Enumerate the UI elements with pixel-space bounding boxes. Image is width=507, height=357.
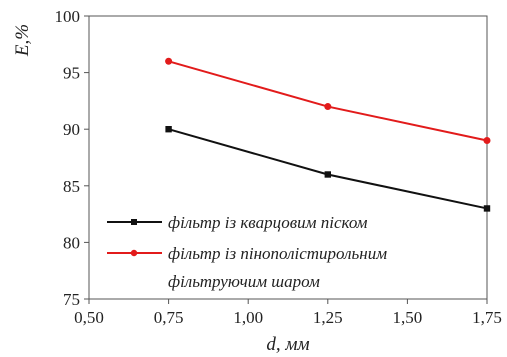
x-tick-label: 0,75 (154, 308, 184, 327)
x-axis-title: d, мм (266, 334, 309, 355)
x-tick-label: 1,75 (472, 308, 502, 327)
data-point (483, 205, 491, 212)
data-point (483, 137, 491, 145)
y-tick-label: 90 (63, 120, 80, 139)
y-tick-label: 80 (63, 233, 80, 252)
legend-label-quartz: фільтр із кварцовим піском (168, 213, 368, 232)
legend-label-foam-line2: фільтруючим шаром (168, 272, 320, 291)
legend-label-foam-line1: фільтр із пінополістирольним (168, 244, 387, 263)
y-tick-label: 100 (55, 7, 81, 26)
y-axis: 75 80 85 90 95 100 (55, 7, 89, 309)
y-axis-title: E,% (12, 24, 33, 57)
data-point (165, 57, 173, 65)
x-tick-label: 0,50 (74, 308, 104, 327)
data-point (165, 126, 172, 133)
x-axis: 0,50 0,75 1,00 1,25 1,50 1,75 (74, 299, 502, 327)
y-tick-label: 75 (63, 290, 80, 309)
data-point (324, 171, 331, 178)
x-tick-label: 1,25 (313, 308, 343, 327)
x-tick-label: 1,50 (393, 308, 423, 327)
legend-marker-quartz (131, 219, 137, 225)
data-point (324, 103, 332, 111)
y-tick-label: 95 (63, 64, 80, 83)
y-tick-label: 85 (63, 177, 80, 196)
x-tick-label: 1,00 (233, 308, 263, 327)
series-layer (165, 57, 491, 212)
legend: фільтр із кварцовим піском фільтр із пін… (107, 213, 387, 291)
plot-area (88, 15, 488, 300)
legend-marker-foam (130, 249, 138, 257)
